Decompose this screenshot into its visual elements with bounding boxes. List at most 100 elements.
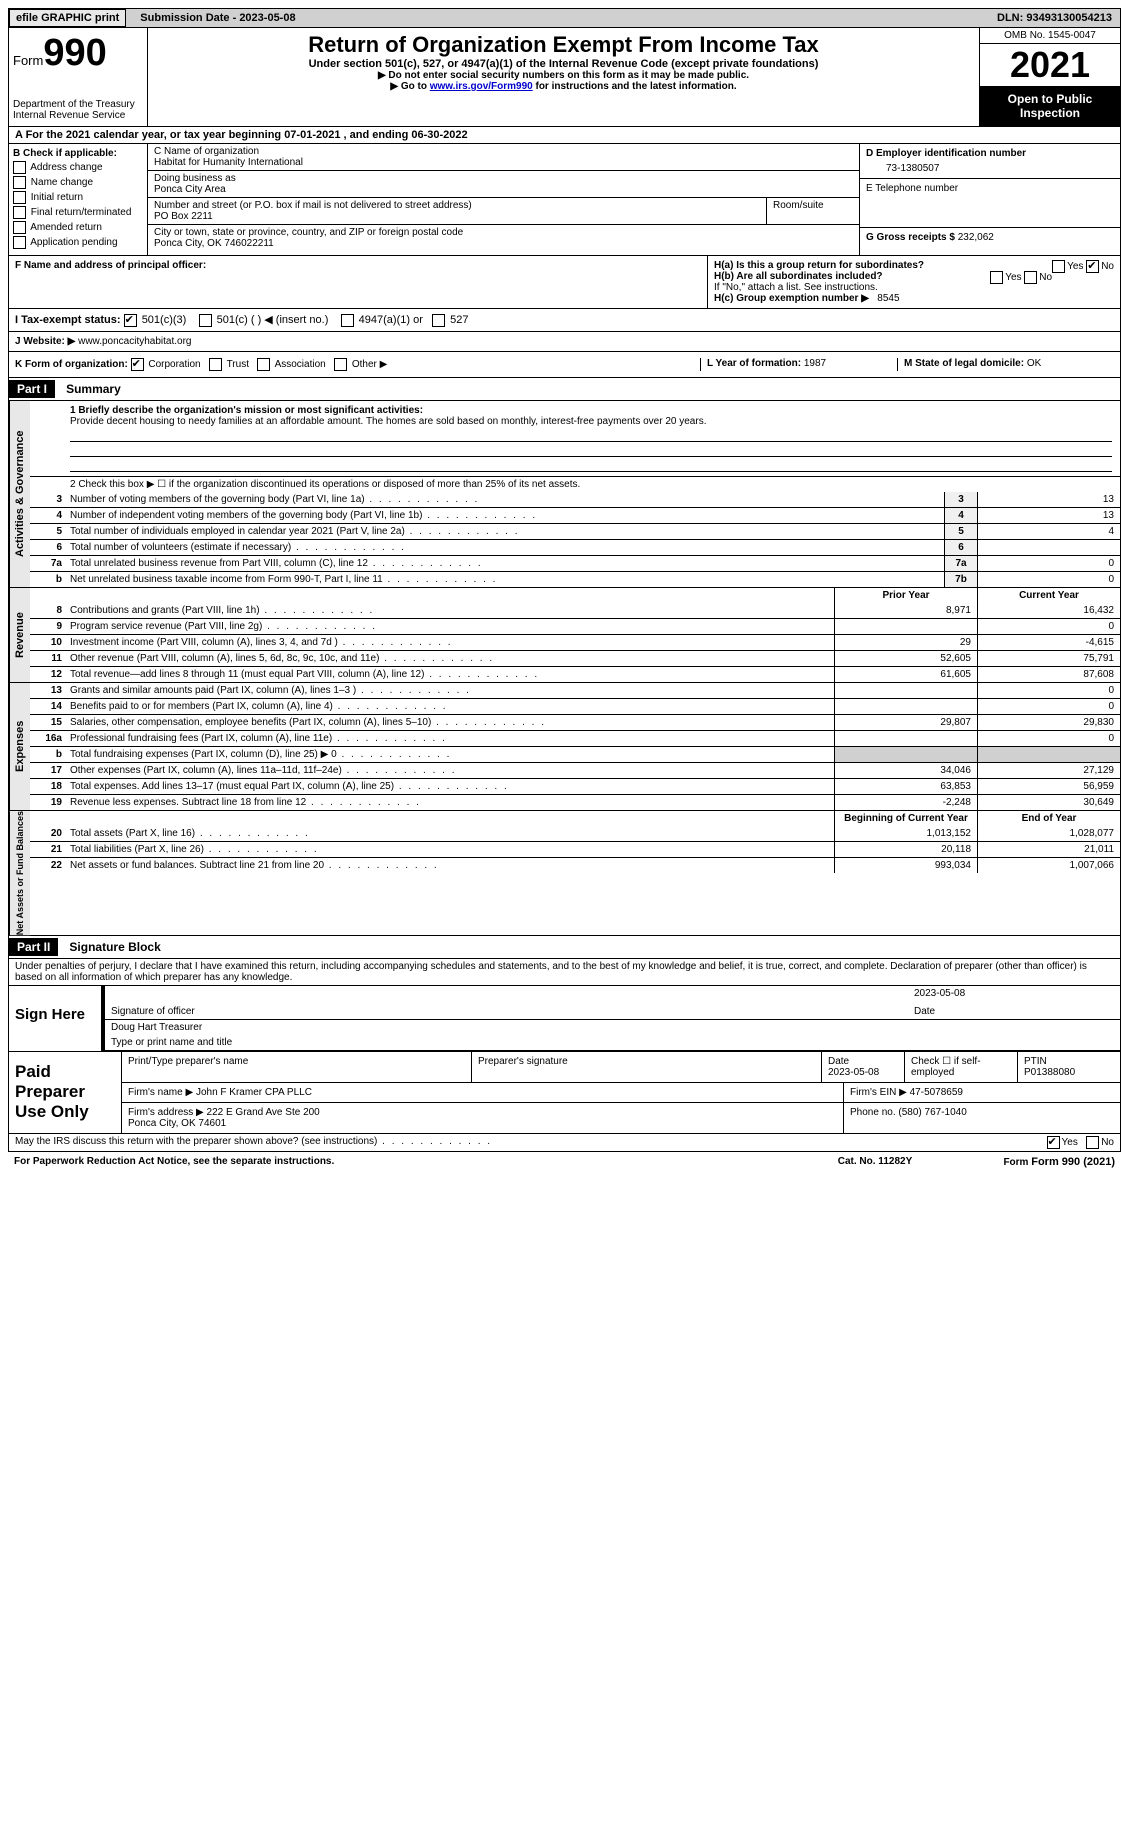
ha-no[interactable]: No [1101,261,1114,272]
opt-501c: 501(c) ( ) ◀ (insert no.) [217,314,329,326]
form-header: Form990 Department of the Treasury Inter… [8,28,1121,127]
paid-preparer-section: Paid Preparer Use Only Print/Type prepar… [8,1052,1121,1134]
summary-line: 5Total number of individuals employed in… [30,523,1120,539]
summary-line: 18Total expenses. Add lines 13–17 (must … [30,778,1120,794]
line2-text: 2 Check this box ▶ ☐ if the organization… [66,477,1120,492]
may-no-chk[interactable] [1086,1136,1099,1149]
chk-final-return[interactable]: Final return/terminated [13,206,143,219]
declaration: Under penalties of perjury, I declare th… [8,959,1121,986]
sig-officer-label: Signature of officer [111,1006,914,1017]
may-yes-chk[interactable] [1047,1136,1060,1149]
summary-line: 9Program service revenue (Part VIII, lin… [30,618,1120,634]
dba-label: Doing business as [154,173,853,184]
form-title: Return of Organization Exempt From Incom… [152,32,975,58]
form-footer: Form Form 990 (2021) [965,1156,1115,1168]
prep-check[interactable]: Check ☐ if self-employed [905,1052,1018,1082]
paid-label: Paid Preparer Use Only [9,1052,121,1133]
summary-line: bNet unrelated business taxable income f… [30,571,1120,587]
chk-4947[interactable] [341,314,354,327]
room-label: Room/suite [767,198,859,224]
l-value: 1987 [804,358,826,369]
sig-date: 2023-05-08 [914,988,1114,1002]
ssn-note: ▶ Do not enter social security numbers o… [152,70,975,81]
hb-note: If "No," attach a list. See instructions… [714,282,1114,293]
summary-line: 4Number of independent voting members of… [30,507,1120,523]
ptin-value: P01388080 [1024,1067,1075,1078]
sign-here-section: Sign Here 2023-05-08 Signature of office… [8,986,1121,1052]
chk-trust[interactable] [209,358,222,371]
opt-trust: Trust [227,359,249,370]
chk-other[interactable] [334,358,347,371]
sig-name: Doug Hart Treasurer [105,1020,1120,1035]
opt-501c3: 501(c)(3) [142,314,187,326]
opt-527: 527 [450,314,468,326]
form-label: Form [13,53,43,68]
topbar: efile GRAPHIC print Submission Date - 20… [8,8,1121,28]
phone-label: E Telephone number [866,183,1114,194]
ein-value: 73-1380507 [866,159,1114,174]
firm-addr-label: Firm's address ▶ [128,1107,204,1118]
box-f-h: F Name and address of principal officer:… [8,256,1121,309]
city-value: Ponca City, OK 746022211 [154,238,853,249]
vert-netassets: Net Assets or Fund Balances [9,811,30,935]
box-i-row: I Tax-exempt status: 501(c)(3) 501(c) ( … [8,309,1121,332]
col-end: End of Year [977,811,1120,826]
hb-yes[interactable]: Yes [1005,272,1021,283]
may-irs-row: May the IRS discuss this return with the… [8,1134,1121,1152]
chk-assoc[interactable] [257,358,270,371]
dln-number: DLN: 93493130054213 [997,12,1120,24]
org-name-label: C Name of organization [154,146,853,157]
opt-assoc: Association [275,359,326,370]
box-j: J Website: ▶ www.poncacityhabitat.org [8,332,1121,352]
header-middle: Return of Organization Exempt From Incom… [148,28,979,126]
chk-corp[interactable] [131,358,144,371]
firm-ein-label: Firm's EIN ▶ [850,1087,907,1098]
box-k: K Form of organization: Corporation Trus… [15,358,700,371]
ha-yes[interactable]: Yes [1067,261,1083,272]
part2-title: Signature Block [61,940,160,954]
chk-amended[interactable]: Amended return [13,221,143,234]
opt-other: Other ▶ [352,359,387,370]
section-b-c-d: B Check if applicable: Address change Na… [8,144,1121,256]
summary-exp: Expenses 13Grants and similar amounts pa… [8,683,1121,811]
may-yes: Yes [1062,1137,1078,1148]
box-f: F Name and address of principal officer: [9,256,707,308]
hb-no[interactable]: No [1039,272,1052,283]
note-suffix: for instructions and the latest informat… [533,81,737,92]
col-begin: Beginning of Current Year [834,811,977,826]
chk-app-pending[interactable]: Application pending [13,236,143,249]
summary-line: 12Total revenue—add lines 8 through 11 (… [30,666,1120,682]
firm-phone-label: Phone no. [850,1107,896,1118]
chk-501c3[interactable] [124,314,137,327]
hc-label: H(c) Group exemption number ▶ [714,293,869,304]
chk-501c[interactable] [199,314,212,327]
chk-527[interactable] [432,314,445,327]
summary-line: 17Other expenses (Part IX, column (A), l… [30,762,1120,778]
line-a-tax-year: A For the 2021 calendar year, or tax yea… [8,127,1121,144]
vert-expenses: Expenses [9,683,30,810]
open-to-public: Open to Public Inspection [980,86,1120,126]
prep-name-label: Print/Type preparer's name [122,1052,472,1082]
part2-header: Part II Signature Block [8,936,1121,959]
col-current: Current Year [977,588,1120,603]
summary-line: 3Number of voting members of the governi… [30,492,1120,507]
m-label: M State of legal domicile: [904,358,1024,369]
mission-label: 1 Briefly describe the organization's mi… [70,405,423,416]
mission-block: 1 Briefly describe the organization's mi… [30,401,1120,476]
prep-sig-label: Preparer's signature [472,1052,822,1082]
part1-title: Summary [58,382,121,396]
addr-value: PO Box 2211 [154,211,760,222]
omb-number: OMB No. 1545-0047 [980,28,1120,44]
dba-value: Ponca City Area [154,184,853,195]
ha-label: H(a) Is this a group return for subordin… [714,260,924,271]
hb-label: H(b) Are all subordinates included? [714,271,883,282]
header-right: OMB No. 1545-0047 2021 Open to Public In… [979,28,1120,126]
efile-print-button[interactable]: efile GRAPHIC print [9,9,126,27]
irs-link[interactable]: www.irs.gov/Form990 [430,81,533,92]
sig-name-label: Type or print name and title [105,1035,1120,1051]
part2-label: Part II [9,938,58,956]
chk-initial-return[interactable]: Initial return [13,191,143,204]
chk-name-change[interactable]: Name change [13,176,143,189]
chk-address-change[interactable]: Address change [13,161,143,174]
summary-line: 20Total assets (Part X, line 16)1,013,15… [30,826,1120,841]
